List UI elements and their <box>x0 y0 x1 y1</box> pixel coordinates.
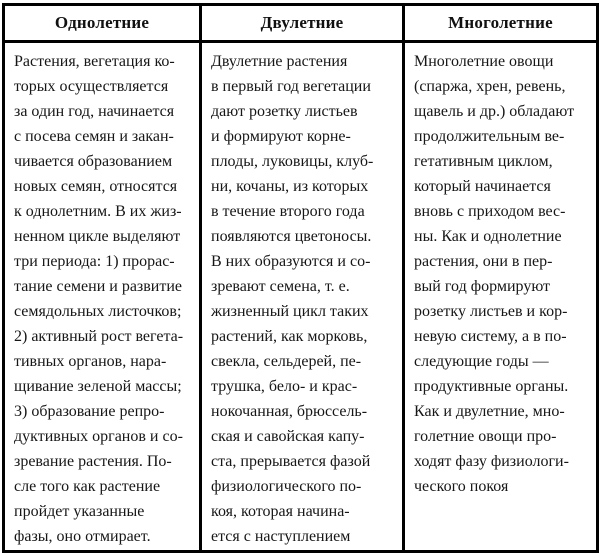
table-cell-annuals-description: Растения, вегетация ко- торых осуществля… <box>5 43 202 550</box>
table-cell-perennials-description: Многолетние овощи (спаржа, хрен, ревень,… <box>414 53 575 495</box>
plants-lifecycle-table: Однолетние Двулетние Многолетние Растени… <box>2 3 599 553</box>
table-cell-biennials-description: Двулетние растения в первый год вегетаци… <box>202 43 405 550</box>
column-header-perennials: Многолетние <box>405 6 596 43</box>
column-header-annuals: Однолетние <box>5 6 202 43</box>
column-header-biennials: Двулетние <box>202 6 405 43</box>
